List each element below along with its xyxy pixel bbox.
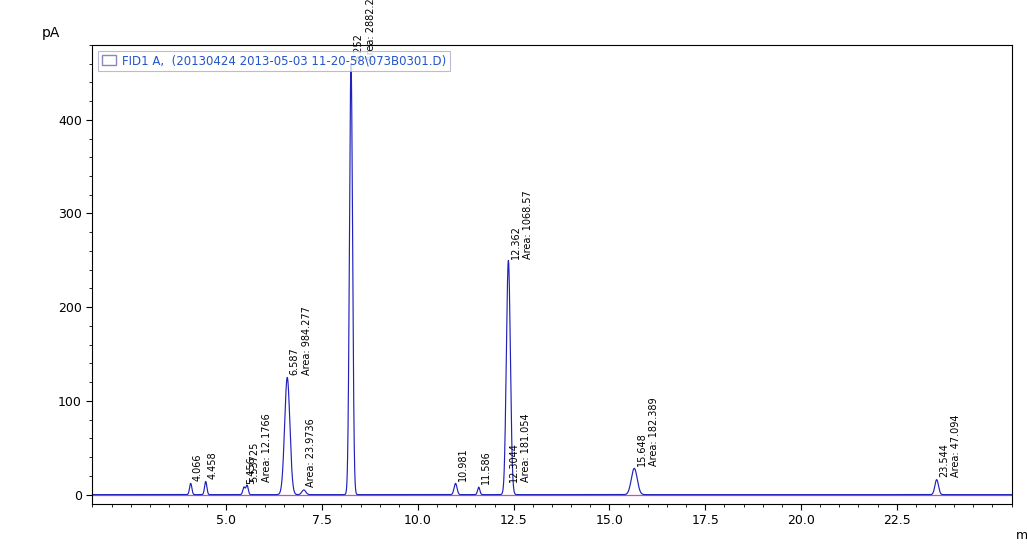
Text: 8.252
Area: 2882.24: 8.252 Area: 2882.24 (353, 0, 376, 60)
Text: 4.458: 4.458 (208, 451, 218, 479)
Text: Area: 23.9736: Area: 23.9736 (306, 418, 316, 487)
Text: 23.544
Area: 47.094: 23.544 Area: 47.094 (939, 414, 961, 477)
Text: 5.456: 5.456 (246, 456, 257, 484)
Text: pA: pA (42, 26, 61, 40)
Text: 4.066: 4.066 (193, 453, 203, 480)
Text: 10.981: 10.981 (458, 447, 468, 480)
Text: 15.648
Area: 182.389: 15.648 Area: 182.389 (637, 397, 659, 465)
Text: 12.362
Area: 1068.57: 12.362 Area: 1068.57 (510, 190, 533, 259)
Text: 12.3044
Area: 181.054: 12.3044 Area: 181.054 (508, 414, 531, 483)
Text: 5.53725
Area: 12.1766: 5.53725 Area: 12.1766 (250, 414, 272, 483)
Text: 11.586: 11.586 (481, 451, 491, 484)
Text: min: min (1016, 529, 1027, 542)
Text: 6.587
Area: 984.277: 6.587 Area: 984.277 (290, 306, 312, 375)
Legend: FID1 A,  (20130424 2013-05-03 11-20-58\073B0301.D): FID1 A, (20130424 2013-05-03 11-20-58\07… (99, 51, 450, 71)
